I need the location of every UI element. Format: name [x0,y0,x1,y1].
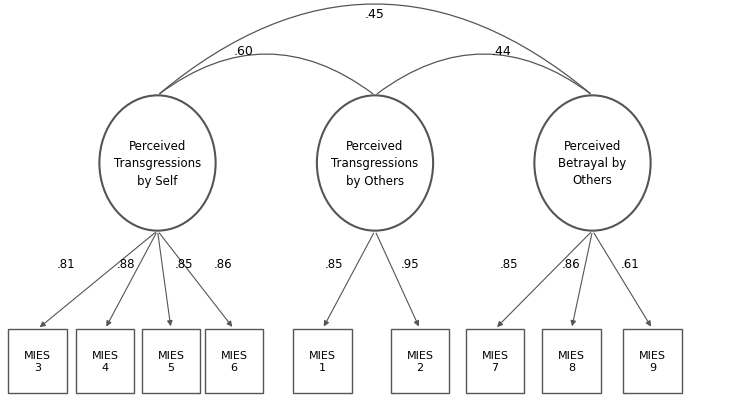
FancyBboxPatch shape [205,329,263,393]
Text: MIES
5: MIES 5 [158,350,184,372]
FancyBboxPatch shape [142,329,200,393]
Text: .85: .85 [325,257,343,270]
Text: Perceived
Transgressions
by Others: Perceived Transgressions by Others [332,140,419,187]
Text: MIES
2: MIES 2 [406,350,433,372]
FancyArrowPatch shape [160,5,590,94]
Text: MIES
9: MIES 9 [639,350,666,372]
FancyBboxPatch shape [466,329,524,393]
Ellipse shape [99,96,216,231]
Text: .88: .88 [117,257,135,270]
Text: .95: .95 [401,257,419,270]
Text: Perceived
Betrayal by
Others: Perceived Betrayal by Others [558,140,627,187]
Text: .44: .44 [491,45,511,58]
Text: Perceived
Transgressions
by Self: Perceived Transgressions by Self [114,140,201,187]
FancyBboxPatch shape [76,329,134,393]
FancyBboxPatch shape [8,329,67,393]
FancyBboxPatch shape [391,329,449,393]
FancyArrowPatch shape [160,55,373,94]
Text: .45: .45 [365,8,385,21]
Ellipse shape [316,96,434,231]
Text: .60: .60 [234,45,254,58]
Text: MIES
6: MIES 6 [220,350,248,372]
Text: MIES
3: MIES 3 [24,350,51,372]
Text: MIES
1: MIES 1 [309,350,336,372]
FancyBboxPatch shape [623,329,682,393]
Text: .86: .86 [214,257,232,270]
Text: .81: .81 [57,257,75,270]
Text: .61: .61 [621,257,639,270]
FancyArrowPatch shape [377,55,590,94]
Text: MIES
7: MIES 7 [482,350,508,372]
Text: .85: .85 [500,257,517,270]
Text: .86: .86 [562,257,580,270]
Text: MIES
8: MIES 8 [558,350,585,372]
Text: MIES
4: MIES 4 [92,350,118,372]
FancyBboxPatch shape [293,329,352,393]
Text: .85: .85 [175,257,193,270]
Ellipse shape [534,96,650,231]
FancyBboxPatch shape [542,329,601,393]
